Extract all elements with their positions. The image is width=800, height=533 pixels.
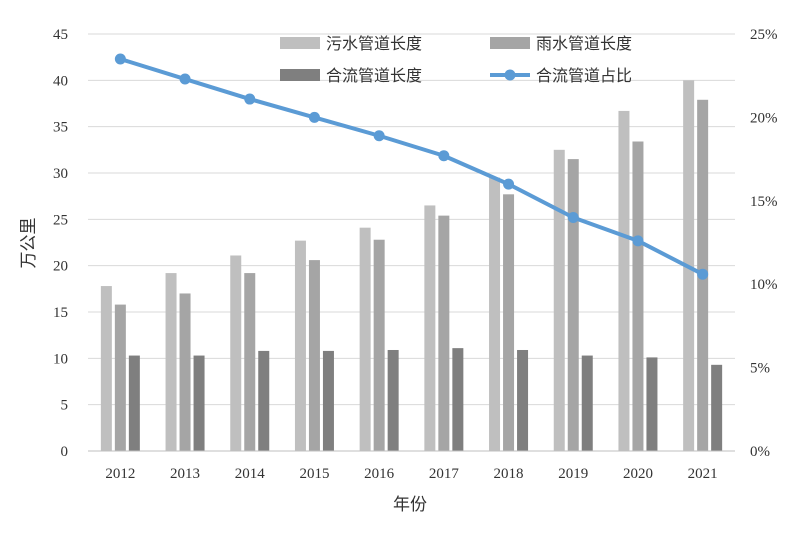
line-point [503,178,515,190]
bar [553,149,565,452]
y-tick-label: 35 [53,120,68,136]
line-point [179,73,191,85]
x-tick-label: 2015 [299,466,329,482]
y2-tick-label: 5% [750,361,770,377]
bar [632,141,644,451]
y2-tick-label: 10% [750,277,778,293]
bar [373,239,385,451]
y-tick-label: 45 [53,27,68,43]
line-point [244,93,256,105]
bar [517,349,529,451]
y-tick-label: 20 [53,259,68,275]
y-tick-label: 5 [61,398,69,414]
line-point [567,211,579,223]
y2-tick-label: 0% [750,444,770,460]
bar [424,205,436,451]
x-tick-label: 2020 [623,466,653,482]
line-point [114,53,126,65]
x-tick-label: 2016 [364,466,395,482]
x-tick-label: 2017 [429,466,460,482]
y-tick-label: 40 [53,73,68,89]
y-tick-label: 0 [61,444,69,460]
line-point [632,235,644,247]
y-axis-title: 万公里 [19,218,39,269]
legend-marker [504,69,516,81]
y-tick-label: 10 [53,351,68,367]
legend-label: 合流管道占比 [536,66,632,85]
x-tick-label: 2014 [235,466,266,482]
ratio-line-path [119,57,704,276]
x-tick-label: 2013 [170,466,200,482]
bar [711,364,723,451]
x-tick-label: 2019 [558,466,588,482]
bar [114,304,126,451]
line-point [308,111,320,123]
x-axis-title: 年份 [393,495,427,515]
bar [387,349,399,451]
bar [244,273,256,451]
bar [258,350,270,451]
x-tick-labels: 2012 2013 2014 2015 2016 2017 2018 2019 2020 2021 [105,466,717,482]
ratio-line [114,53,709,280]
bar [165,273,177,451]
bar [489,177,501,451]
y-tick-labels: 0 5 10 15 20 25 30 35 40 45 [53,27,68,460]
y2-tick-label: 20% [750,110,778,126]
y2-tick-labels: 0% 5% 10% 15% 20% 25% [750,27,778,460]
line-point [697,268,709,280]
legend-label: 雨水管道长度 [536,34,632,53]
legend-swatch [490,37,530,49]
y-tick-label: 25 [53,212,68,228]
bar [179,293,191,451]
bar [128,355,140,451]
bar [193,355,205,451]
y2-tick-label: 25% [750,27,778,43]
line-point [373,130,385,142]
bar [294,240,306,451]
bar [618,110,630,451]
x-tick-label: 2018 [494,466,524,482]
y2-tick-label: 15% [750,194,778,210]
legend-swatch [280,37,320,49]
bar [230,255,242,451]
legend-label: 污水管道长度 [326,34,422,53]
bar [308,260,320,451]
legend-swatch [280,69,320,81]
bar [359,227,371,451]
y-tick-label: 30 [53,166,68,182]
bar [581,355,593,451]
line-point [438,150,450,162]
x-tick-label: 2021 [688,466,718,482]
legend-label: 合流管道长度 [326,66,422,85]
bar [567,159,579,451]
bar [438,215,450,451]
y-tick-label: 15 [53,305,68,321]
bar [503,194,515,451]
bar [322,350,334,451]
bar [100,286,112,451]
bar [452,348,464,451]
bar [646,357,658,451]
x-tick-label: 2012 [105,466,135,482]
